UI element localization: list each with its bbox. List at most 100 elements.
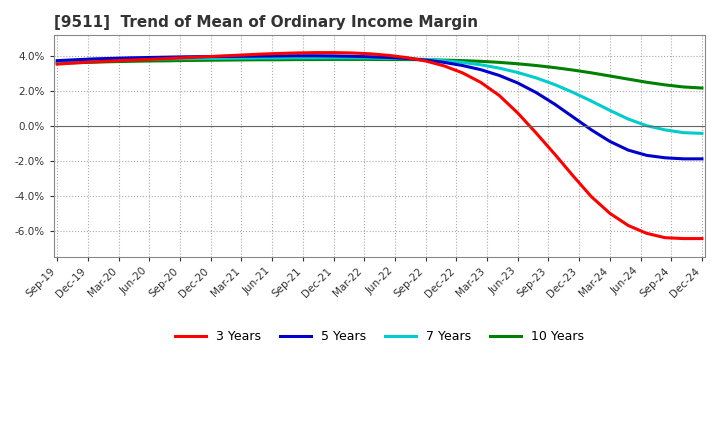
10 Years: [569, 67, 577, 73]
5 Years: [495, 73, 503, 78]
3 Years: [163, 56, 172, 61]
10 Years: [329, 57, 338, 62]
5 Years: [145, 55, 153, 60]
7 Years: [606, 108, 614, 113]
7 Years: [624, 117, 633, 122]
10 Years: [661, 82, 670, 88]
5 Years: [661, 155, 670, 161]
10 Years: [642, 80, 651, 85]
10 Years: [477, 59, 485, 64]
5 Years: [292, 53, 301, 59]
5 Years: [477, 67, 485, 72]
7 Years: [569, 90, 577, 95]
7 Years: [384, 56, 393, 61]
5 Years: [624, 147, 633, 153]
10 Years: [108, 59, 117, 64]
3 Years: [219, 53, 228, 59]
7 Years: [127, 57, 135, 62]
3 Years: [311, 50, 320, 55]
10 Years: [219, 58, 228, 63]
3 Years: [292, 50, 301, 55]
10 Years: [366, 57, 374, 62]
3 Years: [108, 59, 117, 64]
7 Years: [440, 58, 449, 63]
5 Years: [182, 54, 191, 59]
7 Years: [348, 55, 356, 60]
10 Years: [495, 60, 503, 65]
7 Years: [532, 75, 541, 81]
7 Years: [458, 60, 467, 65]
7 Years: [274, 55, 282, 61]
7 Years: [329, 55, 338, 60]
5 Years: [403, 56, 412, 61]
10 Years: [348, 57, 356, 62]
3 Years: [366, 51, 374, 56]
3 Years: [182, 55, 191, 60]
10 Years: [513, 61, 522, 66]
7 Years: [587, 99, 595, 104]
7 Years: [403, 56, 412, 61]
5 Years: [71, 57, 80, 62]
Legend: 3 Years, 5 Years, 7 Years, 10 Years: 3 Years, 5 Years, 7 Years, 10 Years: [170, 325, 590, 348]
7 Years: [366, 55, 374, 61]
5 Years: [550, 102, 559, 107]
5 Years: [679, 156, 688, 161]
10 Years: [127, 59, 135, 64]
7 Years: [550, 82, 559, 87]
3 Years: [440, 63, 449, 69]
10 Years: [440, 58, 449, 63]
Text: [9511]  Trend of Mean of Ordinary Income Margin: [9511] Trend of Mean of Ordinary Income …: [54, 15, 478, 30]
3 Years: [532, 130, 541, 136]
7 Years: [513, 70, 522, 75]
3 Years: [569, 173, 577, 178]
3 Years: [145, 57, 153, 62]
7 Years: [145, 57, 153, 62]
7 Years: [237, 55, 246, 61]
10 Years: [421, 57, 430, 62]
7 Years: [53, 59, 61, 65]
10 Years: [182, 58, 191, 63]
3 Years: [53, 62, 61, 67]
10 Years: [53, 61, 61, 66]
5 Years: [458, 63, 467, 68]
7 Years: [698, 131, 706, 136]
5 Years: [274, 53, 282, 59]
5 Years: [366, 54, 374, 59]
5 Years: [53, 58, 61, 63]
10 Years: [403, 57, 412, 62]
3 Years: [384, 53, 393, 58]
10 Years: [698, 85, 706, 91]
3 Years: [624, 223, 633, 228]
7 Years: [477, 62, 485, 67]
7 Years: [311, 55, 320, 60]
Line: 10 Years: 10 Years: [57, 59, 702, 88]
3 Years: [200, 54, 209, 59]
7 Years: [71, 59, 80, 64]
7 Years: [421, 57, 430, 62]
10 Years: [274, 57, 282, 62]
5 Years: [698, 156, 706, 161]
5 Years: [569, 114, 577, 120]
10 Years: [550, 65, 559, 70]
5 Years: [237, 54, 246, 59]
3 Years: [642, 231, 651, 236]
7 Years: [642, 123, 651, 128]
5 Years: [384, 55, 393, 60]
7 Years: [108, 57, 117, 62]
7 Years: [200, 56, 209, 61]
5 Years: [108, 56, 117, 61]
3 Years: [348, 50, 356, 55]
10 Years: [200, 58, 209, 63]
3 Years: [71, 60, 80, 66]
5 Years: [311, 53, 320, 59]
5 Years: [587, 127, 595, 132]
5 Years: [127, 55, 135, 60]
5 Years: [348, 54, 356, 59]
5 Years: [606, 139, 614, 144]
3 Years: [90, 59, 99, 65]
10 Years: [145, 59, 153, 64]
3 Years: [237, 52, 246, 58]
3 Years: [698, 236, 706, 241]
3 Years: [587, 194, 595, 199]
10 Years: [90, 59, 99, 65]
